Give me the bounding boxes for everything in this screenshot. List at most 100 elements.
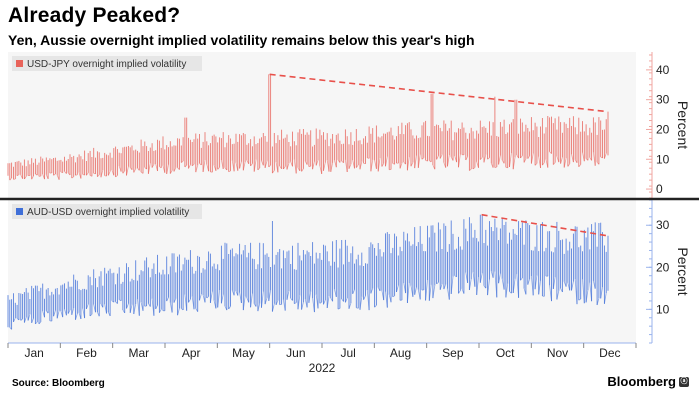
- data-link: [184, 164, 187, 168]
- data-link: [115, 175, 118, 178]
- data-link: [377, 157, 381, 172]
- y-tick-label: 40: [656, 63, 670, 77]
- data-link: [133, 168, 137, 173]
- data-link: [24, 317, 27, 323]
- data-link: [169, 302, 173, 313]
- data-link: [534, 163, 538, 166]
- data-link: [86, 304, 89, 310]
- data-link: [556, 290, 560, 300]
- data-link: [567, 282, 571, 291]
- data-link: [560, 288, 563, 293]
- data-link: [494, 271, 498, 298]
- data-link: [221, 294, 224, 304]
- data-link: [206, 164, 209, 172]
- data-link: [479, 273, 483, 283]
- data-link: [487, 279, 490, 296]
- data-link: [268, 164, 271, 168]
- data-link: [250, 293, 253, 308]
- data-link: [600, 156, 603, 159]
- data-link: [334, 160, 337, 168]
- data-link: [184, 294, 188, 311]
- data-link: [381, 163, 385, 167]
- data-link: [439, 283, 443, 290]
- data-link: [290, 161, 293, 167]
- data-link: [567, 163, 571, 167]
- data-link: [253, 159, 257, 172]
- data-link: [93, 172, 96, 175]
- data-link: [585, 290, 589, 303]
- data-link: [348, 302, 352, 309]
- data-link: [107, 311, 111, 317]
- data-link: [512, 278, 516, 294]
- trend-line: [269, 73, 608, 113]
- data-link: [45, 310, 49, 314]
- data-link: [177, 308, 180, 316]
- data-link: [479, 157, 483, 160]
- legend-label: USD-JPY overnight implied volatility: [27, 59, 186, 70]
- data-link: [472, 167, 476, 170]
- x-tick-label-oct: Oct: [496, 346, 515, 360]
- data-link: [53, 310, 56, 317]
- data-link: [589, 282, 592, 302]
- y-tick-label: 10: [656, 302, 670, 316]
- data-link: [137, 299, 140, 316]
- legend: AUD-USD overnight implied volatility: [12, 204, 202, 219]
- data-link: [151, 164, 155, 168]
- data-link: [235, 162, 239, 171]
- data-link: [304, 299, 308, 308]
- data-link: [326, 296, 330, 309]
- data-link: [78, 312, 82, 320]
- data-link: [585, 158, 589, 161]
- data-link: [191, 296, 195, 310]
- data-link: [410, 285, 414, 297]
- data-link: [279, 165, 282, 170]
- data-link: [31, 175, 34, 180]
- data-link: [509, 152, 512, 168]
- data-link: [483, 154, 487, 163]
- trend-line: [481, 213, 608, 237]
- data-link: [242, 296, 246, 311]
- y-axis-label: Percent: [675, 101, 691, 149]
- data-link: [169, 170, 173, 174]
- data-link: [78, 172, 82, 179]
- y-tick-label: 0: [656, 182, 663, 196]
- legend-swatch: [16, 208, 23, 215]
- data-link: [582, 152, 585, 162]
- data-link: [315, 294, 319, 309]
- x-tick-label-sep: Sep: [442, 346, 464, 360]
- data-link: [315, 160, 319, 166]
- data-link: [337, 159, 341, 163]
- data-link: [97, 311, 100, 317]
- data-link: [162, 165, 166, 173]
- data-link: [531, 153, 534, 164]
- data-link: [107, 171, 111, 176]
- data-link: [359, 296, 363, 310]
- x-tick-label-nov: Nov: [547, 346, 568, 360]
- data-link: [16, 174, 20, 177]
- data-link: [487, 157, 490, 160]
- data-link: [523, 158, 527, 163]
- data-link: [326, 160, 330, 172]
- data-link: [82, 174, 85, 176]
- data-link: [239, 161, 242, 169]
- data-link: [82, 308, 85, 319]
- data-link: [231, 160, 235, 172]
- data-link: [465, 272, 468, 283]
- data-link: [133, 303, 137, 315]
- data-link: [293, 159, 297, 174]
- data-link: [421, 157, 425, 160]
- data-link: [20, 318, 23, 321]
- data-link: [370, 159, 374, 172]
- data-link: [392, 295, 395, 298]
- data-link: [16, 318, 20, 321]
- data-link: [60, 171, 63, 174]
- data-link: [159, 309, 162, 313]
- data-link: [377, 287, 381, 292]
- data-link: [272, 170, 275, 174]
- data-link: [593, 152, 596, 166]
- data-link: [352, 289, 355, 294]
- data-link: [122, 309, 126, 314]
- data-link: [399, 162, 403, 169]
- data-link: [217, 290, 220, 308]
